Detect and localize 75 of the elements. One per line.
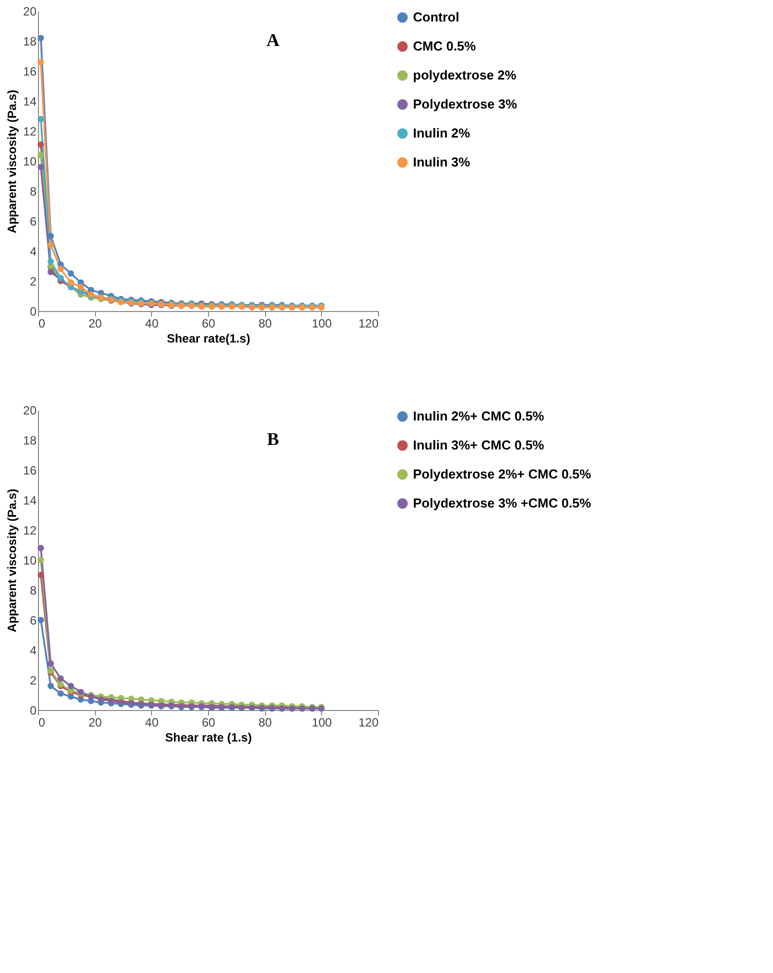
x-tick-label: 40 xyxy=(145,316,159,330)
y-axis-title: Apparent viscosity (Pa.s) xyxy=(5,90,20,234)
point xyxy=(68,682,74,690)
x-tick-label: 60 xyxy=(202,716,216,730)
y-tick-label: 8 xyxy=(30,584,37,598)
y-tick-label: 10 xyxy=(23,554,37,568)
y-axis-title: Apparent viscosity (Pa.s) xyxy=(5,488,20,632)
legend-label: polydextrose 2% xyxy=(413,68,517,82)
y-tick-label: 20 xyxy=(23,4,37,18)
x-tick-label: 40 xyxy=(145,716,159,730)
x-tick-label: 100 xyxy=(312,316,332,330)
point xyxy=(38,544,44,552)
x-tick-label: 120 xyxy=(358,716,379,730)
point xyxy=(48,268,54,276)
x-axis-title: Shear rate (1.s) xyxy=(165,730,252,744)
point xyxy=(48,242,54,248)
point xyxy=(78,284,84,290)
y-tick-label: 6 xyxy=(30,214,37,228)
point xyxy=(48,232,54,240)
y-tick-label: 12 xyxy=(23,524,37,538)
y-tick-label: 18 xyxy=(23,434,37,448)
y-tick-label: 16 xyxy=(23,64,37,78)
y-tick-label: 2 xyxy=(30,674,37,688)
y-tick-label: 4 xyxy=(30,244,37,258)
y-tick-label: 0 xyxy=(30,704,37,718)
y-tick-label: 6 xyxy=(30,614,37,628)
legend-label: Inulin 2%+ CMC 0.5% xyxy=(413,408,545,424)
y-tick-label: 18 xyxy=(23,34,37,48)
point xyxy=(38,141,44,148)
y-tick-label: 10 xyxy=(23,154,37,168)
y-tick-label: 14 xyxy=(23,494,37,508)
text: A xyxy=(266,30,280,50)
point xyxy=(38,152,44,158)
x-tick-label: 60 xyxy=(202,316,216,330)
legend-label: Polydextrose 3% xyxy=(413,96,518,112)
x-tick-label: 20 xyxy=(88,716,102,730)
point xyxy=(68,270,74,277)
point xyxy=(38,556,44,564)
point xyxy=(68,279,74,286)
y-tick-label: 2 xyxy=(30,274,37,288)
point xyxy=(58,266,64,272)
x-tick-label: 80 xyxy=(258,716,272,730)
point xyxy=(38,572,44,578)
point xyxy=(58,690,64,697)
x-tick-label: 100 xyxy=(312,716,332,730)
legend-label: Polydextrose 2%+ CMC 0.5% xyxy=(413,466,592,482)
legend-label: Inulin 2% xyxy=(413,126,470,140)
legend-label: Control xyxy=(413,10,460,24)
legend-label: Inulin 3% xyxy=(413,154,470,170)
point xyxy=(48,660,54,667)
y-tick-label: 12 xyxy=(23,124,37,138)
y-tick-label: 8 xyxy=(30,184,37,198)
point xyxy=(38,116,44,122)
y-tick-label: 14 xyxy=(23,94,37,108)
x-tick-label: 20 xyxy=(88,316,102,330)
y-tick-label: 0 xyxy=(30,304,37,318)
x-tick-label: 0 xyxy=(38,316,46,330)
point xyxy=(58,675,64,682)
y-tick-label: 16 xyxy=(23,464,37,478)
point xyxy=(38,164,44,170)
point xyxy=(38,34,44,42)
legend-label: Polydextrose 3% +CMC 0.5% xyxy=(413,496,592,510)
point xyxy=(38,58,44,66)
x-tick-label: 80 xyxy=(258,316,272,330)
x-tick-label: 0 xyxy=(38,716,46,730)
x-tick-label: 120 xyxy=(358,316,379,330)
legend-label: CMC 0.5% xyxy=(413,38,476,54)
point xyxy=(48,682,54,690)
x-axis-title: Shear rate(1.s) xyxy=(166,332,250,346)
y-tick-label: 20 xyxy=(23,404,37,418)
point xyxy=(38,616,44,624)
text: B xyxy=(266,429,280,449)
y-tick-label: 4 xyxy=(30,644,37,658)
legend-label: Inulin 3%+ CMC 0.5% xyxy=(413,438,545,452)
point xyxy=(48,258,54,265)
